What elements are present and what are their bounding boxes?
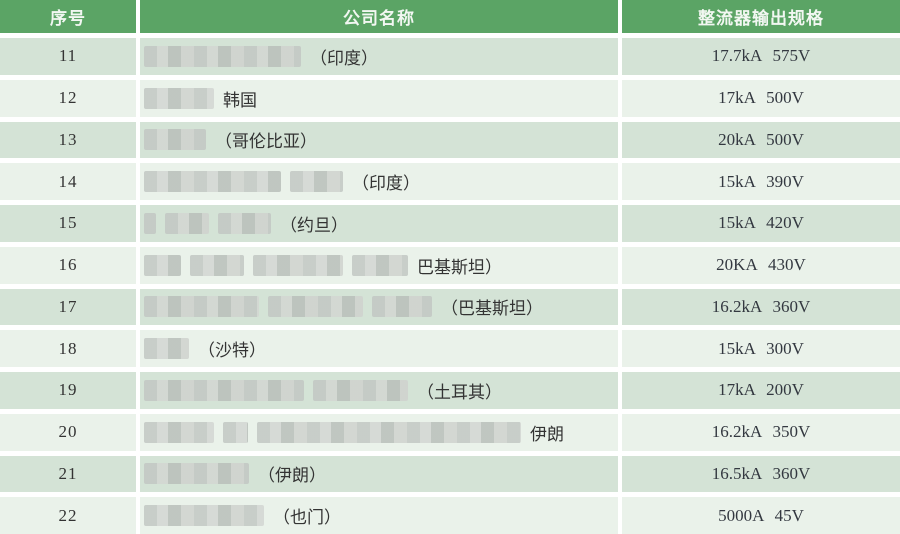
cell-rectifier-spec: 20kA 500V bbox=[622, 121, 900, 159]
cell-company-name: 巴基斯坦） bbox=[140, 246, 618, 284]
redacted-company-name-block bbox=[313, 379, 408, 401]
cell-row-index: 17 bbox=[0, 288, 136, 326]
redacted-company-name-block bbox=[144, 87, 214, 109]
company-country-label: （伊朗） bbox=[258, 466, 326, 486]
company-country-label: （印度） bbox=[352, 174, 420, 194]
redacted-company-name-block bbox=[165, 212, 209, 234]
cell-row-index: 19 bbox=[0, 372, 136, 409]
company-country-label: 伊朗 bbox=[530, 424, 564, 444]
cell-company-name: 韩国 bbox=[140, 79, 618, 117]
redacted-company-name-block bbox=[190, 254, 244, 276]
cell-row-index: 14 bbox=[0, 163, 136, 200]
redacted-company-name-block bbox=[144, 45, 301, 67]
redacted-company-name-block bbox=[144, 212, 156, 234]
redacted-company-name-block bbox=[372, 296, 432, 318]
cell-rectifier-spec: 5000A 45V bbox=[622, 497, 900, 534]
cell-rectifier-spec: 16.5kA 360V bbox=[622, 455, 900, 493]
column-header-index: 序号 bbox=[0, 0, 136, 33]
cell-rectifier-spec: 17kA 200V bbox=[622, 372, 900, 409]
cell-rectifier-spec: 17.7kA 575V bbox=[622, 38, 900, 75]
redacted-company-name-block bbox=[144, 171, 281, 193]
cell-company-name: 伊朗 bbox=[140, 413, 618, 451]
cell-row-index: 11 bbox=[0, 38, 136, 75]
redacted-company-name-block bbox=[352, 254, 408, 276]
company-country-label: （土耳其） bbox=[417, 382, 502, 402]
cell-row-index: 16 bbox=[0, 246, 136, 284]
company-country-label: （也门） bbox=[273, 508, 341, 528]
redacted-company-name-block bbox=[144, 296, 259, 318]
cell-rectifier-spec: 15kA 300V bbox=[622, 330, 900, 367]
company-country-label: （约旦） bbox=[280, 215, 348, 235]
redacted-company-name-block bbox=[144, 463, 249, 485]
cell-row-index: 18 bbox=[0, 330, 136, 367]
redacted-company-name-block bbox=[144, 338, 189, 360]
redacted-company-name-block bbox=[218, 212, 271, 234]
cell-rectifier-spec: 20KA 430V bbox=[622, 246, 900, 284]
redacted-company-name-block bbox=[257, 421, 521, 443]
column-header-spec: 整流器输出规格 bbox=[622, 0, 900, 33]
column-header-company: 公司名称 bbox=[140, 0, 618, 33]
cell-row-index: 20 bbox=[0, 413, 136, 451]
cell-rectifier-spec: 17kA 500V bbox=[622, 79, 900, 117]
redacted-company-name-block bbox=[144, 421, 214, 443]
cell-row-index: 21 bbox=[0, 455, 136, 493]
cell-company-name: （印度） bbox=[140, 163, 618, 200]
cell-company-name: （土耳其） bbox=[140, 372, 618, 409]
cell-company-name: （巴基斯坦） bbox=[140, 288, 618, 326]
cell-company-name: （也门） bbox=[140, 497, 618, 534]
cell-row-index: 13 bbox=[0, 121, 136, 159]
company-country-label: 韩国 bbox=[223, 90, 257, 110]
redacted-company-name-block bbox=[290, 171, 343, 193]
cell-rectifier-spec: 16.2kA 360V bbox=[622, 288, 900, 326]
cell-company-name: （约旦） bbox=[140, 205, 618, 242]
redacted-company-name-block bbox=[144, 505, 264, 527]
cell-company-name: （哥伦比亚） bbox=[140, 121, 618, 159]
cell-row-index: 22 bbox=[0, 497, 136, 534]
cell-company-name: （沙特） bbox=[140, 330, 618, 367]
cell-rectifier-spec: 15kA 420V bbox=[622, 205, 900, 242]
company-country-label: （印度） bbox=[310, 48, 378, 68]
company-country-label: （哥伦比亚） bbox=[215, 132, 317, 152]
redacted-company-name-block bbox=[144, 129, 206, 151]
redacted-company-name-block bbox=[223, 421, 248, 443]
redacted-company-name-block bbox=[268, 296, 363, 318]
cell-row-index: 12 bbox=[0, 79, 136, 117]
cell-company-name: （印度） bbox=[140, 38, 618, 75]
redacted-company-name-block bbox=[253, 254, 343, 276]
company-country-label: 巴基斯坦） bbox=[417, 257, 502, 277]
redacted-company-name-block bbox=[144, 254, 181, 276]
cell-rectifier-spec: 16.2kA 350V bbox=[622, 413, 900, 451]
cell-row-index: 15 bbox=[0, 205, 136, 242]
cell-rectifier-spec: 15kA 390V bbox=[622, 163, 900, 200]
company-country-label: （巴基斯坦） bbox=[441, 299, 543, 319]
cell-company-name: （伊朗） bbox=[140, 455, 618, 493]
company-country-label: （沙特） bbox=[198, 341, 266, 361]
redacted-company-name-block bbox=[144, 379, 304, 401]
